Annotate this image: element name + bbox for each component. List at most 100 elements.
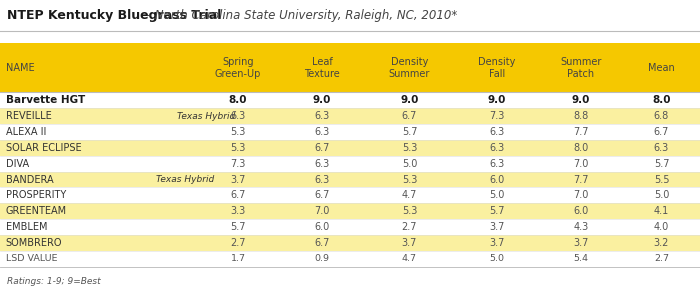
Text: 7.7: 7.7 xyxy=(573,175,589,184)
Text: 9.0: 9.0 xyxy=(313,95,331,105)
Text: 6.7: 6.7 xyxy=(654,127,669,137)
Text: 4.7: 4.7 xyxy=(402,190,417,200)
Text: 7.3: 7.3 xyxy=(230,159,246,169)
Text: 5.3: 5.3 xyxy=(230,143,246,153)
Text: 6.0: 6.0 xyxy=(489,175,505,184)
Text: 5.3: 5.3 xyxy=(402,175,417,184)
FancyBboxPatch shape xyxy=(0,203,700,219)
Text: 4.7: 4.7 xyxy=(402,254,417,263)
FancyBboxPatch shape xyxy=(0,235,700,251)
FancyBboxPatch shape xyxy=(0,156,700,172)
Text: 9.0: 9.0 xyxy=(400,95,419,105)
Text: 6.3: 6.3 xyxy=(314,127,330,137)
Text: 5.0: 5.0 xyxy=(402,159,417,169)
Text: 2.7: 2.7 xyxy=(402,222,417,232)
Text: 6.7: 6.7 xyxy=(314,190,330,200)
Text: 3.7: 3.7 xyxy=(489,222,505,232)
Text: 6.7: 6.7 xyxy=(314,238,330,248)
FancyBboxPatch shape xyxy=(0,187,700,203)
Text: ALEXA II: ALEXA II xyxy=(6,127,46,137)
Text: Barvette HGT: Barvette HGT xyxy=(6,95,85,105)
Text: 6.0: 6.0 xyxy=(573,206,589,216)
Text: 6.3: 6.3 xyxy=(314,159,330,169)
FancyBboxPatch shape xyxy=(0,219,700,235)
Text: 7.7: 7.7 xyxy=(573,127,589,137)
Text: Mean: Mean xyxy=(648,63,675,73)
Text: 4.3: 4.3 xyxy=(573,222,589,232)
Text: 8.0: 8.0 xyxy=(652,95,671,105)
Text: 6.3: 6.3 xyxy=(654,143,669,153)
Text: 6.3: 6.3 xyxy=(489,159,505,169)
Text: 5.3: 5.3 xyxy=(402,206,417,216)
Text: 6.3: 6.3 xyxy=(230,111,246,121)
Text: 9.0: 9.0 xyxy=(488,95,506,105)
Text: 2.7: 2.7 xyxy=(654,254,669,263)
Text: Ratings: 1-9; 9=Best: Ratings: 1-9; 9=Best xyxy=(7,277,101,286)
Text: NAME: NAME xyxy=(6,63,34,73)
Text: 5.7: 5.7 xyxy=(489,206,505,216)
Text: Leaf
Texture: Leaf Texture xyxy=(304,57,340,79)
Text: 5.0: 5.0 xyxy=(489,254,505,263)
Text: Summer
Patch: Summer Patch xyxy=(560,57,602,79)
Text: 6.7: 6.7 xyxy=(402,111,417,121)
FancyBboxPatch shape xyxy=(0,172,700,187)
Text: 4.0: 4.0 xyxy=(654,222,669,232)
Text: DIVA: DIVA xyxy=(6,159,29,169)
Text: 2.7: 2.7 xyxy=(230,238,246,248)
FancyBboxPatch shape xyxy=(0,140,700,156)
Text: SOLAR ECLIPSE: SOLAR ECLIPSE xyxy=(6,143,81,153)
Text: 5.7: 5.7 xyxy=(230,222,246,232)
Text: 6.3: 6.3 xyxy=(314,111,330,121)
Text: 0.9: 0.9 xyxy=(314,254,330,263)
Text: SOMBRERO: SOMBRERO xyxy=(6,238,62,248)
Text: 3.2: 3.2 xyxy=(654,238,669,248)
FancyBboxPatch shape xyxy=(0,124,700,140)
Text: 5.3: 5.3 xyxy=(402,143,417,153)
Text: 7.0: 7.0 xyxy=(573,159,589,169)
FancyBboxPatch shape xyxy=(0,108,700,124)
FancyBboxPatch shape xyxy=(0,251,700,267)
Text: 3.7: 3.7 xyxy=(402,238,417,248)
Text: Texas Hybrid: Texas Hybrid xyxy=(156,175,214,184)
Text: 5.0: 5.0 xyxy=(489,190,505,200)
Text: - North Carolina State University, Raleigh, NC, 2010*: - North Carolina State University, Ralei… xyxy=(143,9,457,22)
FancyBboxPatch shape xyxy=(0,92,700,108)
Text: 9.0: 9.0 xyxy=(572,95,590,105)
Text: BANDERA: BANDERA xyxy=(6,175,56,184)
Text: 5.5: 5.5 xyxy=(654,175,669,184)
Text: 3.7: 3.7 xyxy=(573,238,589,248)
Text: 6.8: 6.8 xyxy=(654,111,669,121)
Text: 5.4: 5.4 xyxy=(573,254,589,263)
Text: 3.7: 3.7 xyxy=(230,175,246,184)
Text: 5.3: 5.3 xyxy=(230,127,246,137)
Text: 6.3: 6.3 xyxy=(314,175,330,184)
Text: 5.7: 5.7 xyxy=(402,127,417,137)
Text: 6.0: 6.0 xyxy=(314,222,330,232)
Text: GREENTEAM: GREENTEAM xyxy=(6,206,66,216)
Text: REVEILLE: REVEILLE xyxy=(6,111,55,121)
Text: Spring
Green-Up: Spring Green-Up xyxy=(215,57,261,79)
Text: 8.0: 8.0 xyxy=(573,143,589,153)
Text: 6.3: 6.3 xyxy=(489,127,505,137)
Text: 6.7: 6.7 xyxy=(230,190,246,200)
Text: 5.7: 5.7 xyxy=(654,159,669,169)
Text: 6.3: 6.3 xyxy=(489,143,505,153)
Text: 1.7: 1.7 xyxy=(230,254,246,263)
Text: 7.0: 7.0 xyxy=(314,206,330,216)
Text: Density
Fall: Density Fall xyxy=(478,57,516,79)
Text: Density
Summer: Density Summer xyxy=(389,57,430,79)
Text: EMBLEM: EMBLEM xyxy=(6,222,47,232)
Text: 4.1: 4.1 xyxy=(654,206,669,216)
Text: 8.8: 8.8 xyxy=(573,111,589,121)
Text: 8.0: 8.0 xyxy=(229,95,247,105)
Text: PROSPERITY: PROSPERITY xyxy=(6,190,66,200)
Text: NTEP Kentucky Bluegrass Trial: NTEP Kentucky Bluegrass Trial xyxy=(7,9,221,22)
Text: 7.0: 7.0 xyxy=(573,190,589,200)
Text: 5.0: 5.0 xyxy=(654,190,669,200)
Text: 3.3: 3.3 xyxy=(230,206,246,216)
Text: LSD VALUE: LSD VALUE xyxy=(6,254,57,263)
Text: 7.3: 7.3 xyxy=(489,111,505,121)
Text: 3.7: 3.7 xyxy=(489,238,505,248)
FancyBboxPatch shape xyxy=(0,43,700,92)
Text: Texas Hybrid: Texas Hybrid xyxy=(177,112,235,121)
